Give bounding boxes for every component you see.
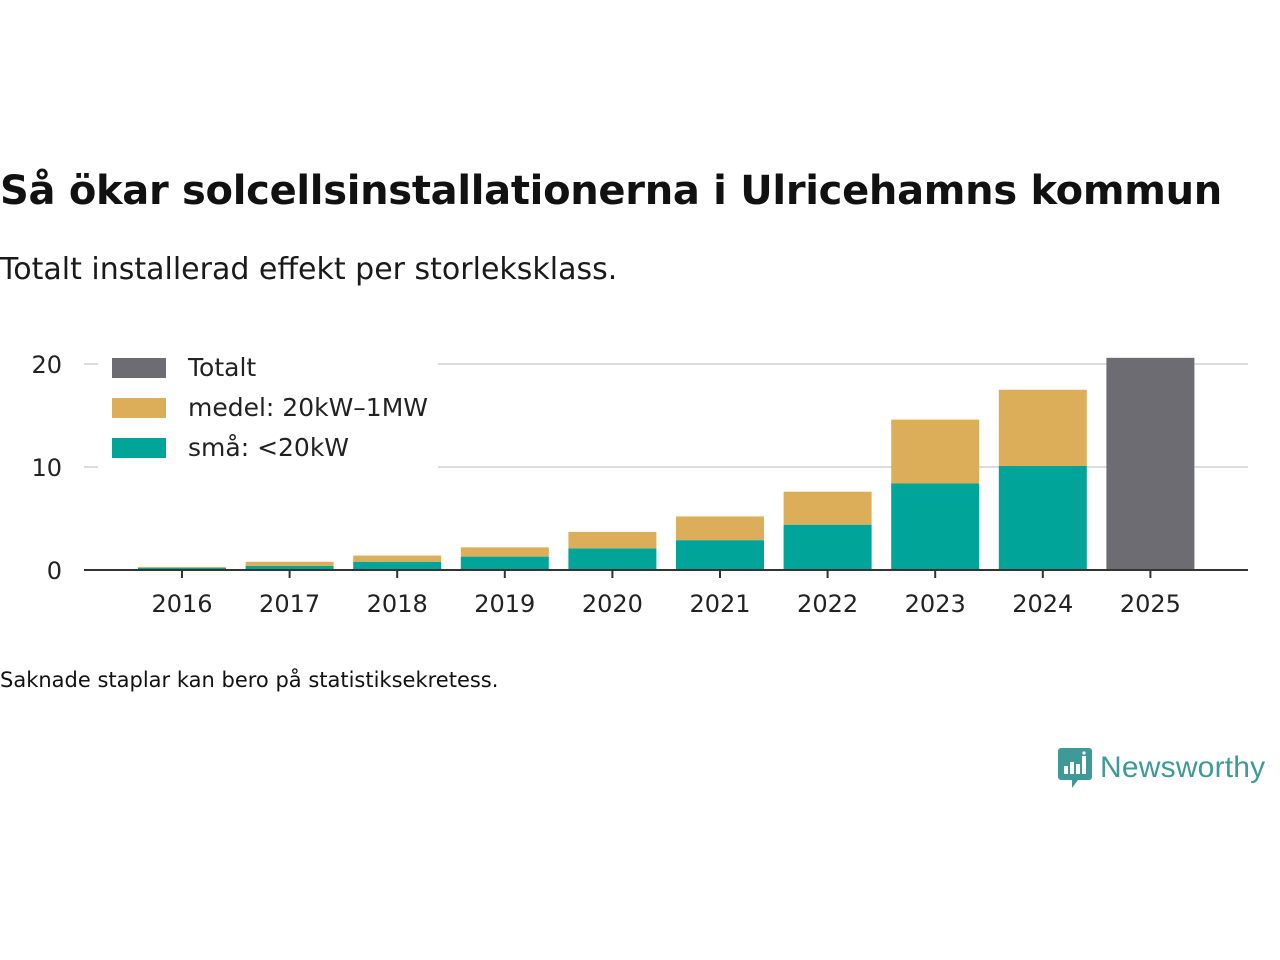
bar-2020: [568, 531, 657, 549]
legend-swatch: [112, 398, 166, 418]
x-tick-label: 2024: [1012, 590, 1073, 618]
newsworthy-logo-icon: [1058, 748, 1092, 788]
legend-label: små: <20kW: [188, 433, 349, 462]
x-tick-label: 2018: [367, 590, 428, 618]
chart-title: Så ökar solcellsinstallationerna i Ulric…: [0, 168, 1222, 214]
bar-2022: [783, 491, 872, 525]
bar-2016: [138, 566, 226, 568]
bar-2022: [783, 524, 872, 570]
bar-2019: [460, 556, 549, 570]
x-tick-label: 2019: [474, 590, 535, 618]
y-tick-label: 20: [31, 351, 62, 379]
x-tick-label: 2023: [905, 590, 966, 618]
bar-2017: [245, 561, 334, 566]
bar-2024: [998, 389, 1087, 466]
brand-name: Newsworthy: [1100, 751, 1266, 784]
x-tick-label: 2021: [689, 590, 750, 618]
bar-2018: [353, 561, 442, 570]
x-tick-label: 2017: [259, 590, 320, 618]
bar-2023: [891, 419, 980, 484]
legend: Totalt medel: 20kW–1MW små: <20kW: [98, 348, 438, 476]
bar-2017: [245, 565, 334, 570]
bar-2021: [676, 540, 764, 570]
bars: [138, 357, 1195, 570]
legend-label: medel: 20kW–1MW: [188, 393, 428, 422]
y-axis-ticks: 0 10 20: [31, 351, 62, 585]
brand-logo: Newsworthy: [1058, 748, 1265, 788]
x-tick-label: 2022: [797, 590, 858, 618]
legend-swatch: [112, 358, 166, 378]
y-tick-label: 0: [47, 557, 62, 585]
x-tick-label: 2025: [1120, 590, 1181, 618]
footnote: Saknade staplar kan bero på statistiksek…: [0, 668, 499, 692]
bar-2024: [998, 465, 1087, 570]
bar-2020: [568, 548, 657, 570]
legend-swatch: [112, 438, 166, 458]
bar-2021: [676, 516, 764, 541]
y-tick-label: 10: [31, 454, 62, 482]
bar-2018: [353, 555, 442, 562]
x-tick-label: 2016: [151, 590, 212, 618]
bar-2019: [460, 547, 549, 557]
legend-label: Totalt: [187, 353, 256, 382]
bar-2016: [138, 567, 226, 570]
bar-2023: [891, 483, 980, 570]
x-axis-ticks: 2016 2017 2018 2019 2020 2021 2022 2023 2024 2025: [151, 570, 1181, 618]
chart-subtitle: Totalt installerad effekt per storlekskl…: [0, 252, 618, 287]
bar-2025: [1106, 357, 1195, 570]
x-tick-label: 2020: [582, 590, 643, 618]
